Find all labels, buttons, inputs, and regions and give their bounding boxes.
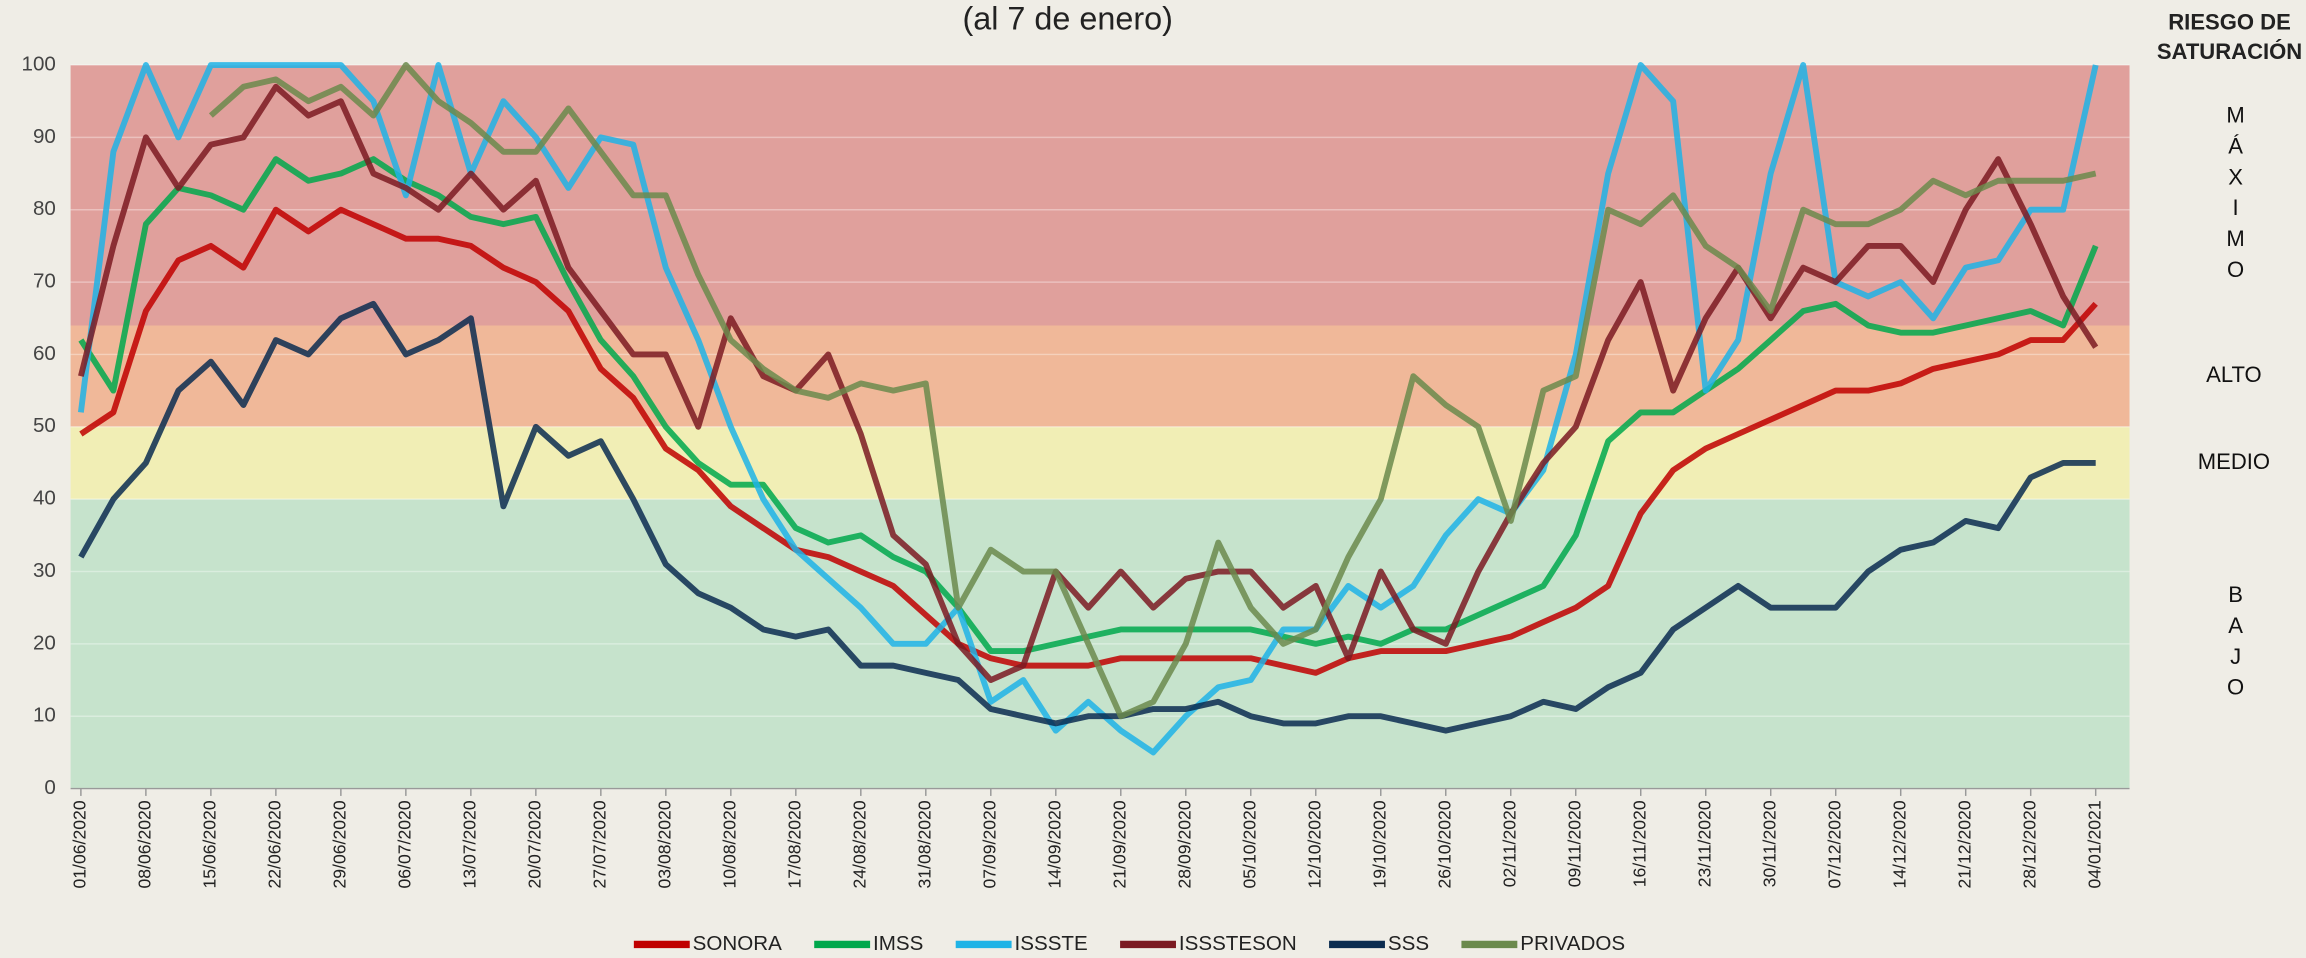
x-tick-label: 31/08/2020 [914, 800, 934, 888]
x-tick-label: 03/08/2020 [654, 800, 674, 888]
band-label: ALTO [2206, 362, 2262, 387]
x-tick-label: 21/09/2020 [1109, 800, 1129, 888]
band-label: MÁXIMO [2223, 103, 2248, 288]
band-label: MEDIO [2198, 449, 2270, 474]
legend-label: PRIVADOS [1520, 932, 1625, 955]
x-tick-label: 07/09/2020 [979, 800, 999, 888]
x-tick-label: 13/07/2020 [460, 800, 480, 888]
y-tick-label: 60 [33, 342, 56, 365]
risk-title: RIESGO DE [2168, 10, 2291, 35]
x-tick-label: 28/12/2020 [2019, 800, 2039, 888]
risk-title: SATURACIÓN [2157, 39, 2302, 64]
y-tick-label: 0 [44, 776, 55, 799]
series-line [208, 62, 2097, 720]
x-tick-label: 22/06/2020 [265, 800, 285, 888]
x-tick-label: 14/12/2020 [1889, 800, 1909, 888]
x-tick-label: 04/01/2021 [2084, 800, 2104, 888]
x-tick-label: 21/12/2020 [1954, 800, 1974, 888]
series-line [78, 300, 2096, 734]
x-tick-label: 27/07/2020 [589, 800, 609, 888]
y-tick-label: 100 [22, 52, 56, 75]
x-tick-label: 16/11/2020 [1629, 800, 1649, 887]
legend-label: IMSS [873, 932, 923, 955]
series-line [79, 206, 2098, 676]
x-tick-label: 08/06/2020 [135, 800, 155, 888]
x-tick-label: 19/10/2020 [1369, 800, 1389, 888]
x-tick-label: 29/06/2020 [330, 800, 350, 888]
y-tick-label: 40 [33, 487, 56, 510]
series-line [78, 156, 2099, 655]
y-tick-label: 50 [33, 414, 56, 437]
x-tick-label: 07/12/2020 [1824, 800, 1844, 888]
x-tick-label: 15/06/2020 [200, 800, 220, 888]
y-tick-label: 80 [33, 197, 56, 220]
x-tick-label: 09/11/2020 [1564, 800, 1584, 887]
y-tick-label: 20 [33, 631, 56, 654]
x-tick-label: 28/09/2020 [1174, 800, 1194, 888]
y-tick-label: 10 [33, 704, 56, 727]
x-tick-label: 26/10/2020 [1434, 800, 1454, 888]
x-tick-label: 05/10/2020 [1239, 800, 1259, 888]
legend-label: SSS [1388, 932, 1429, 955]
x-tick-label: 14/09/2020 [1044, 800, 1064, 888]
y-tick-label: 30 [33, 559, 56, 582]
legend-label: ISSSTE [1015, 932, 1088, 955]
series-line [77, 62, 2099, 756]
x-tick-label: 10/08/2020 [719, 800, 739, 888]
legend: SONORA IMSS ISSSTE ISSSTESON SSS PRIVADOS [633, 932, 1625, 955]
legend-label: ISSSTESON [1179, 932, 1297, 955]
risk-band [70, 499, 2130, 789]
x-tick-label: 06/07/2020 [395, 800, 415, 888]
x-tick-label: 24/08/2020 [849, 800, 869, 888]
chart-title: (al 7 de enero) [963, 0, 1173, 36]
risk-band [70, 325, 2130, 427]
x-tick-label: 02/11/2020 [1499, 800, 1519, 887]
y-tick-label: 70 [33, 270, 56, 293]
x-tick-label: 12/10/2020 [1304, 800, 1324, 888]
x-tick-label: 30/11/2020 [1759, 800, 1779, 887]
y-tick-label: 90 [33, 125, 56, 148]
x-tick-label: 01/06/2020 [70, 800, 90, 888]
risk-band [70, 426, 2130, 500]
legend-label: SONORA [693, 932, 782, 955]
x-tick-label: 23/11/2020 [1694, 800, 1714, 887]
x-tick-label: 17/08/2020 [784, 800, 804, 888]
x-tick-label: 20/07/2020 [524, 800, 544, 888]
band-label: BAJO [2223, 582, 2248, 706]
